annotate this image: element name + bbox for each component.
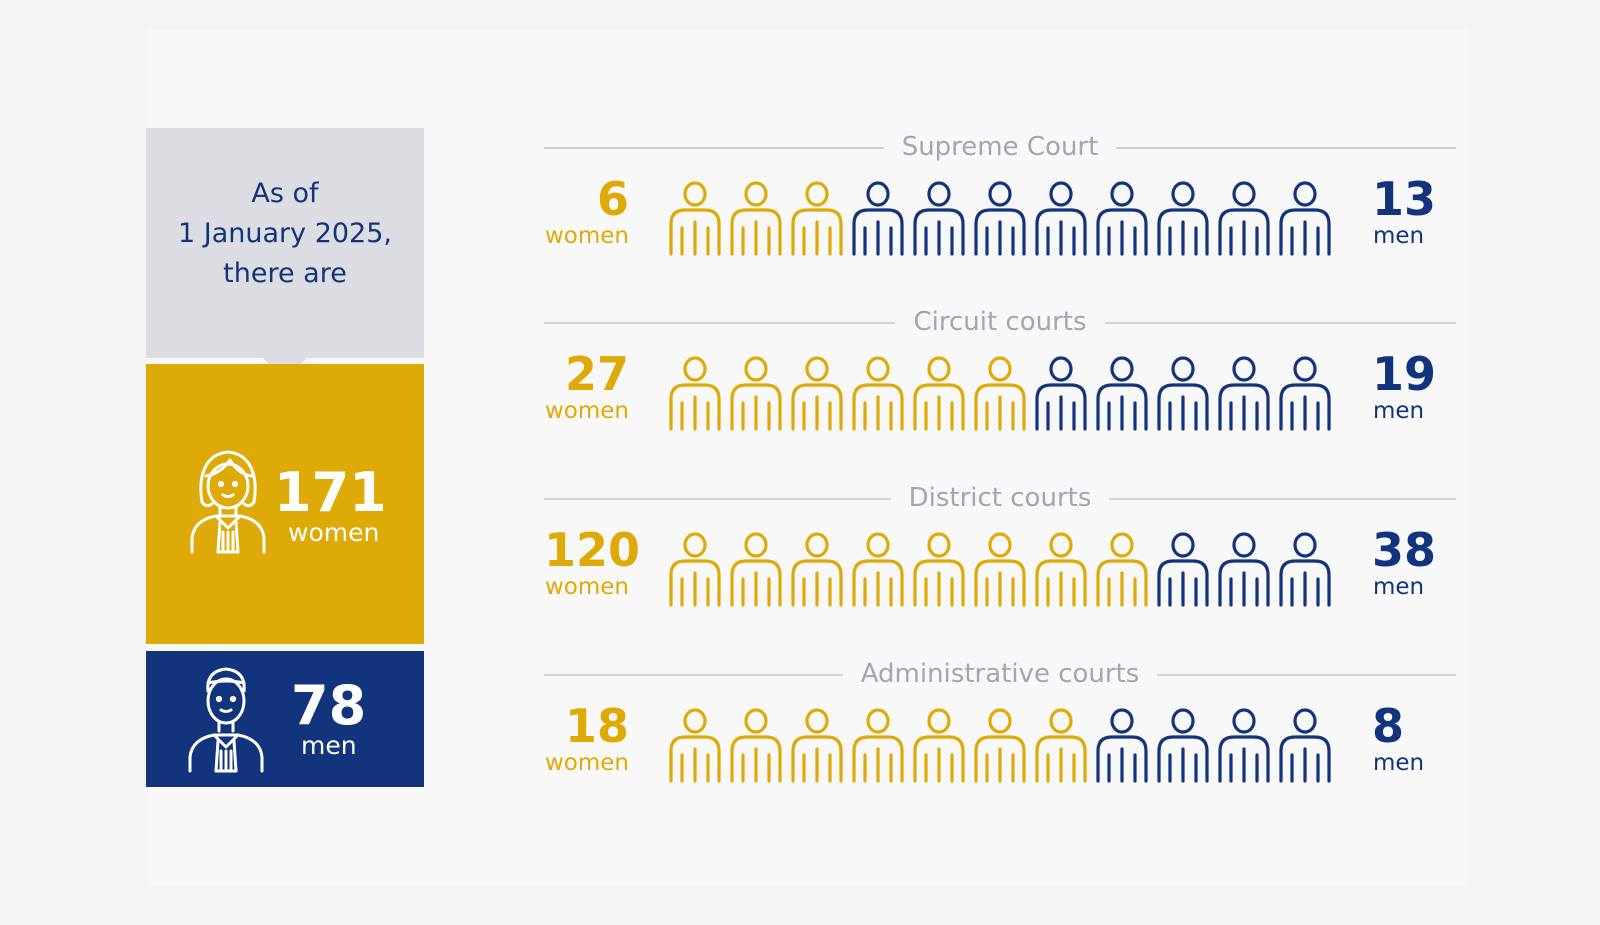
divider-line-right: [1108, 498, 1456, 500]
men-count: 8: [1372, 699, 1405, 753]
man-figure-icon: [1156, 531, 1210, 607]
man-figure-icon: [1095, 180, 1149, 256]
man-figure-icon: [1217, 531, 1271, 607]
woman-figure-icon: [668, 355, 722, 431]
man-figure-icon: [1156, 355, 1210, 431]
pictogram-figures: [668, 355, 1338, 433]
man-figure-icon: [1217, 355, 1271, 431]
woman-figure-icon: [668, 707, 722, 783]
man-figure-icon: [1156, 707, 1210, 783]
man-figure-icon: [1034, 355, 1088, 431]
woman-figure-icon: [973, 707, 1027, 783]
pictogram-figures: [668, 531, 1338, 609]
woman-figure-icon: [729, 707, 783, 783]
man-figure-icon: [1278, 531, 1332, 607]
woman-figure-icon: [729, 180, 783, 256]
women-label: women: [544, 750, 629, 776]
as-of-text: As of 1 January 2025, there are: [178, 178, 392, 289]
man-figure-icon: [1095, 707, 1149, 783]
man-figure-icon: [1095, 355, 1149, 431]
court-title: Administrative courts: [544, 655, 1456, 693]
woman-figure-icon: [851, 707, 905, 783]
woman-figure-icon: [851, 355, 905, 431]
woman-figure-icon: [790, 531, 844, 607]
court-row: Circuit courts 27 women 19 men: [544, 303, 1456, 453]
man-figure-icon: [851, 180, 905, 256]
men-total-label: men: [301, 731, 357, 760]
woman-figure-icon: [1095, 531, 1149, 607]
man-figure-icon: [1278, 707, 1332, 783]
divider-line-left: [544, 322, 898, 324]
men-count: 38: [1372, 523, 1437, 577]
court-row: Administrative courts 18 women 8 men: [544, 655, 1456, 805]
woman-figure-icon: [790, 707, 844, 783]
woman-figure-icon: [912, 355, 966, 431]
woman-figure-icon: [729, 355, 783, 431]
woman-figure-icon: [1034, 707, 1088, 783]
woman-figure-icon: [790, 180, 844, 256]
woman-figure-icon: [1034, 531, 1088, 607]
court-title: Circuit courts: [544, 303, 1456, 341]
women-label: women: [544, 398, 629, 424]
divider-line-left: [544, 674, 852, 676]
man-figure-icon: [1034, 180, 1088, 256]
woman-judge-icon: [190, 450, 266, 554]
woman-figure-icon: [973, 355, 1027, 431]
court-title: District courts: [544, 479, 1456, 517]
men-label: men: [1373, 223, 1425, 249]
men-total-number: 78: [291, 674, 367, 737]
divider-line-right: [1114, 147, 1456, 149]
man-judge-icon: [188, 667, 264, 773]
women-label: women: [544, 223, 629, 249]
divider-line-left: [544, 147, 886, 149]
woman-figure-icon: [851, 531, 905, 607]
pictogram-figures: [668, 707, 1338, 785]
court-row: Supreme Court 6 women 13 men: [544, 128, 1456, 278]
men-total-box: 78 men: [146, 651, 424, 787]
man-figure-icon: [973, 180, 1027, 256]
women-count: 18: [564, 699, 629, 753]
woman-figure-icon: [668, 531, 722, 607]
pictogram-figures: [668, 180, 1338, 258]
men-label: men: [1373, 398, 1425, 424]
summary-column: As of 1 January 2025, there are 171 wome…: [146, 128, 424, 787]
man-figure-icon: [1217, 707, 1271, 783]
women-total-number: 171: [274, 461, 387, 524]
court-row: District courts 120 women 38 men: [544, 479, 1456, 629]
woman-figure-icon: [790, 355, 844, 431]
woman-figure-icon: [668, 180, 722, 256]
divider-line-right: [1148, 674, 1456, 676]
women-total-box: 171 women: [146, 364, 424, 644]
women-label: women: [544, 574, 629, 600]
court-title: Supreme Court: [544, 128, 1456, 166]
woman-figure-icon: [912, 531, 966, 607]
man-figure-icon: [1156, 180, 1210, 256]
as-of-box: As of 1 January 2025, there are: [146, 128, 424, 380]
men-count: 13: [1372, 172, 1437, 226]
man-figure-icon: [1278, 355, 1332, 431]
women-count: 27: [564, 347, 629, 401]
women-total-label: women: [288, 518, 380, 547]
divider-line-left: [544, 498, 892, 500]
men-label: men: [1373, 574, 1425, 600]
man-figure-icon: [1217, 180, 1271, 256]
women-count: 6: [596, 172, 629, 226]
woman-figure-icon: [729, 531, 783, 607]
man-figure-icon: [1278, 180, 1332, 256]
divider-line-right: [1102, 322, 1456, 324]
men-label: men: [1373, 750, 1425, 776]
women-count: 120: [544, 523, 641, 577]
man-figure-icon: [912, 180, 966, 256]
men-count: 19: [1372, 347, 1437, 401]
woman-figure-icon: [912, 707, 966, 783]
woman-figure-icon: [973, 531, 1027, 607]
